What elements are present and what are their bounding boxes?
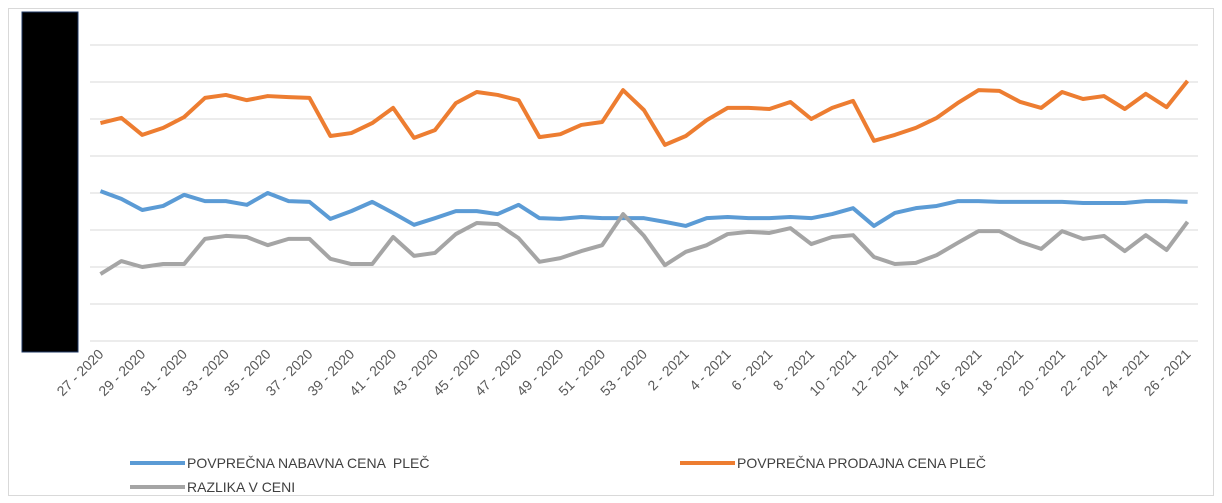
series-line <box>99 212 1190 276</box>
series-line <box>99 79 1190 147</box>
axis-cover <box>21 11 79 353</box>
legend-label: POVPREČNA NABAVNA CENA PLEČ <box>187 455 430 471</box>
chart-border <box>8 8 1214 496</box>
series-line <box>99 189 1188 228</box>
legend-label: RAZLIKA V CENI <box>187 479 295 495</box>
legend-label: POVPREČNA PRODAJNA CENA PLEČ <box>737 455 986 471</box>
